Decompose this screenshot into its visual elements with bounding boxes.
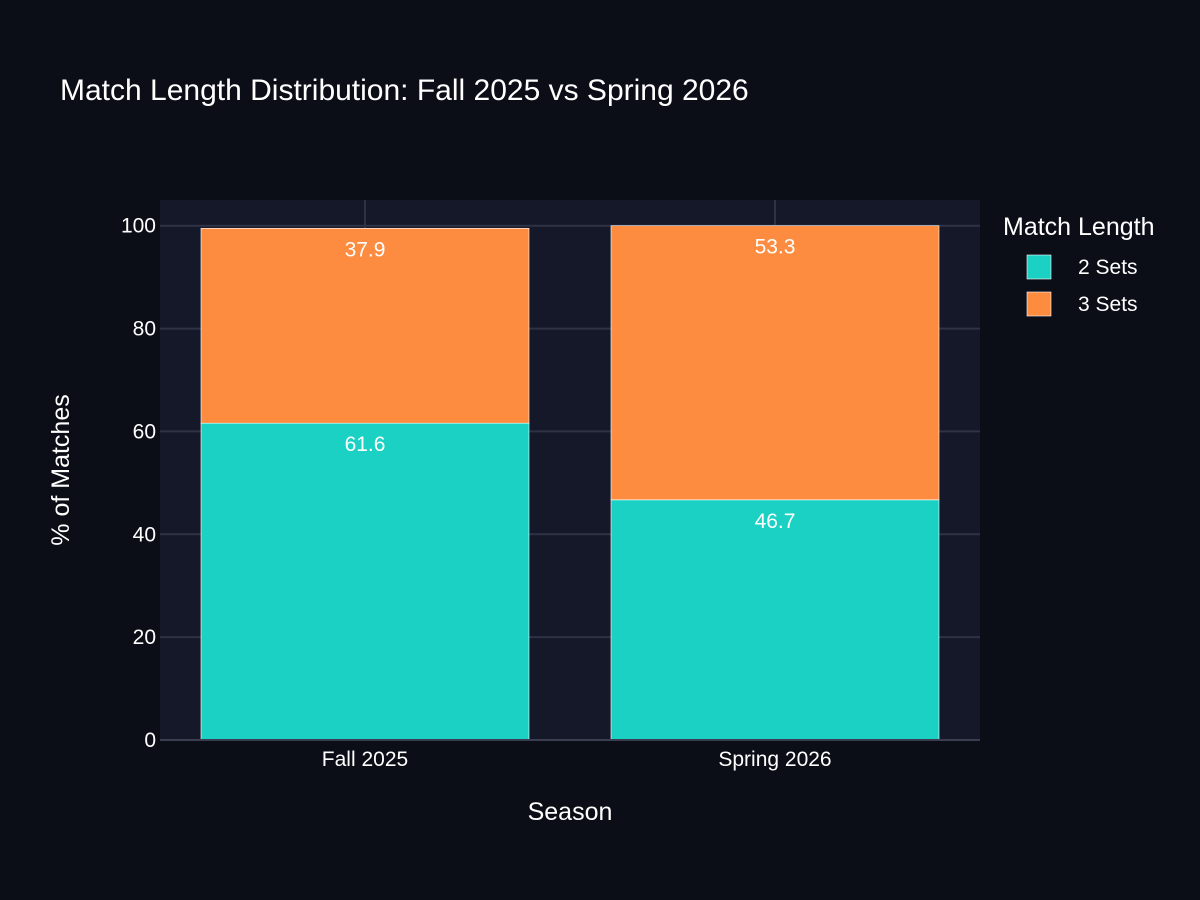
axes: 0 20 40 60 80 100 Fall 2025 Spring 2026 (121, 215, 980, 771)
y-axis-title: % of Matches (47, 394, 75, 545)
y-tick-label: 40 (133, 523, 156, 546)
x-tick-label: Spring 2026 (718, 748, 831, 771)
y-tick-label: 0 (144, 729, 156, 752)
y-tick-label: 80 (133, 318, 156, 341)
data-labels: 61.6 37.9 46.7 53.3 (345, 236, 796, 533)
legend-swatch[interactable] (1026, 254, 1052, 280)
bar-3-sets-1 (610, 225, 940, 501)
y-tick-label: 100 (121, 215, 156, 238)
legend: Match Length 2 Sets 3 Sets (1003, 213, 1155, 317)
legend-swatch[interactable] (1026, 291, 1052, 317)
chart-title: Match Length Distribution: Fall 2025 vs … (60, 74, 749, 107)
bars (200, 225, 940, 741)
data-label: 61.6 (345, 433, 386, 456)
bar-3-sets-0 (200, 227, 530, 424)
x-tick-label: Fall 2025 (322, 748, 408, 771)
x-axis-title: Season (528, 798, 613, 826)
data-label: 46.7 (755, 510, 796, 533)
data-label: 37.9 (345, 238, 386, 261)
y-tick-label: 20 (133, 626, 156, 649)
bar-2-sets-1 (610, 499, 940, 741)
bar-2-sets-0 (200, 422, 530, 741)
legend-label[interactable]: 2 Sets (1078, 256, 1138, 279)
legend-label[interactable]: 3 Sets (1078, 293, 1138, 316)
y-tick-label: 60 (133, 420, 156, 443)
legend-title: Match Length (1003, 213, 1155, 241)
data-label: 53.3 (755, 236, 796, 259)
